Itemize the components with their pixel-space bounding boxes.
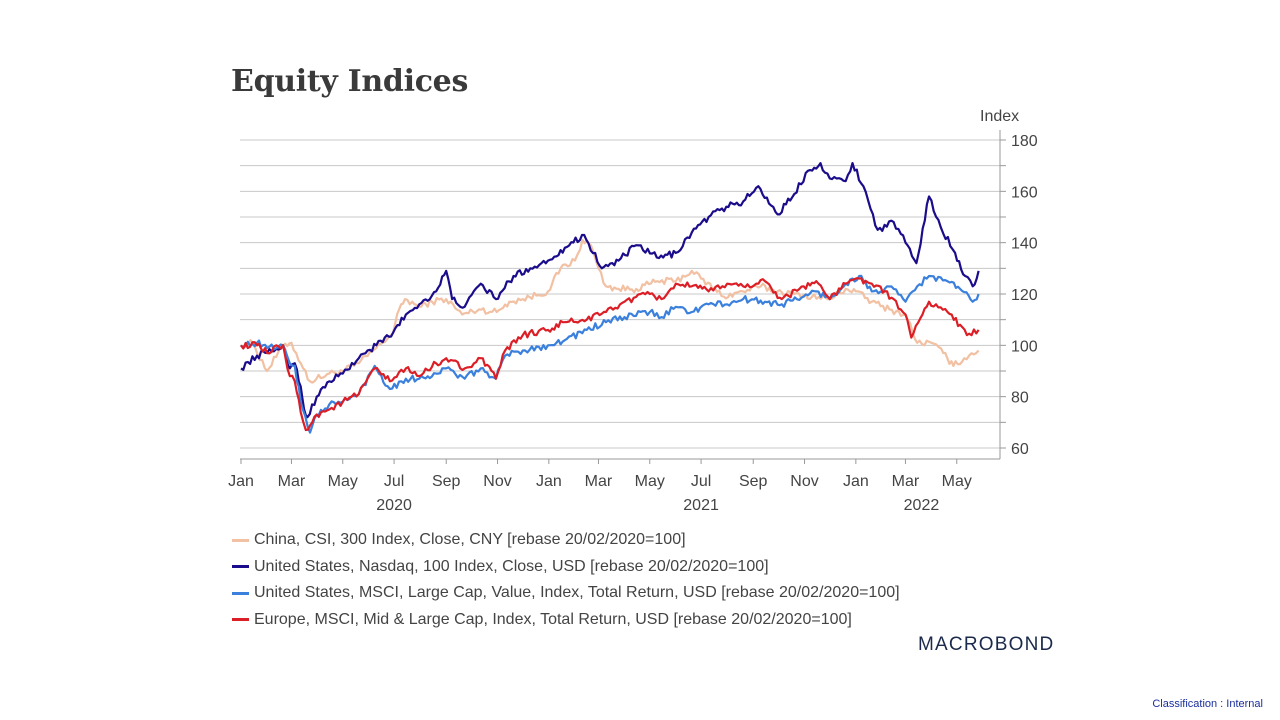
legend-swatch <box>232 591 249 595</box>
series-china-csi300 <box>240 239 980 384</box>
y-tick-label: 100 <box>1011 338 1038 355</box>
legend: China, CSI, 300 Index, Close, CNY [rebas… <box>232 527 900 633</box>
x-tick-label: Jan <box>843 473 869 490</box>
x-year-label: 2020 <box>376 497 412 514</box>
y-tick-label: 180 <box>1011 133 1038 150</box>
chart-title: Equity Indices <box>231 64 469 99</box>
macrobond-logo: MACROBOND <box>918 634 1055 655</box>
x-tick-label: Jul <box>691 473 711 490</box>
series-us-nasdaq100 <box>240 162 980 419</box>
legend-label: United States, Nasdaq, 100 Index, Close,… <box>254 557 769 575</box>
legend-swatch <box>232 538 249 542</box>
y-tick-label: 160 <box>1011 184 1038 201</box>
legend-item: United States, Nasdaq, 100 Index, Close,… <box>232 554 900 581</box>
x-tick-label: May <box>635 473 665 490</box>
legend-swatch <box>232 618 249 622</box>
y-axis: 60 80 100 120 140 160 180 <box>999 130 1038 459</box>
legend-item: United States, MSCI, Large Cap, Value, I… <box>232 580 900 607</box>
x-tick-label: Mar <box>585 473 613 490</box>
y-axis-label: Index <box>980 108 1019 125</box>
x-tick-label: Mar <box>278 473 306 490</box>
x-tick-label: Sep <box>432 473 461 490</box>
legend-label: China, CSI, 300 Index, Close, CNY [rebas… <box>254 531 686 549</box>
x-tick-label: Sep <box>739 473 768 490</box>
x-year-label: 2022 <box>904 497 940 514</box>
y-tick-label: 120 <box>1011 287 1038 304</box>
legend-item: China, CSI, 300 Index, Close, CNY [rebas… <box>232 527 900 554</box>
gridlines <box>240 139 1000 449</box>
x-tick-label: Nov <box>483 473 511 490</box>
x-axis: Jan Mar May Jul Sep Nov Jan Mar May Jul Sep Nov Jan M… <box>228 458 1000 514</box>
x-tick-label: Jan <box>536 473 562 490</box>
x-tick-label: May <box>942 473 972 490</box>
x-tick-label: Jan <box>228 473 254 490</box>
x-tick-label: Nov <box>790 473 818 490</box>
x-tick-label: May <box>328 473 358 490</box>
y-tick-label: 60 <box>1011 441 1029 458</box>
classification-label: Classification : Internal <box>1152 698 1263 710</box>
x-tick-label: Mar <box>892 473 920 490</box>
legend-swatch <box>232 565 249 569</box>
legend-label: Europe, MSCI, Mid & Large Cap, Index, To… <box>254 610 852 628</box>
series-europe-msci <box>240 277 980 432</box>
legend-item: Europe, MSCI, Mid & Large Cap, Index, To… <box>232 607 900 634</box>
series-lines <box>240 162 980 434</box>
x-year-label: 2021 <box>683 497 719 514</box>
x-tick-label: Jul <box>384 473 404 490</box>
y-tick-label: 80 <box>1011 390 1029 407</box>
legend-label: United States, MSCI, Large Cap, Value, I… <box>254 584 900 602</box>
y-tick-label: 140 <box>1011 236 1038 253</box>
